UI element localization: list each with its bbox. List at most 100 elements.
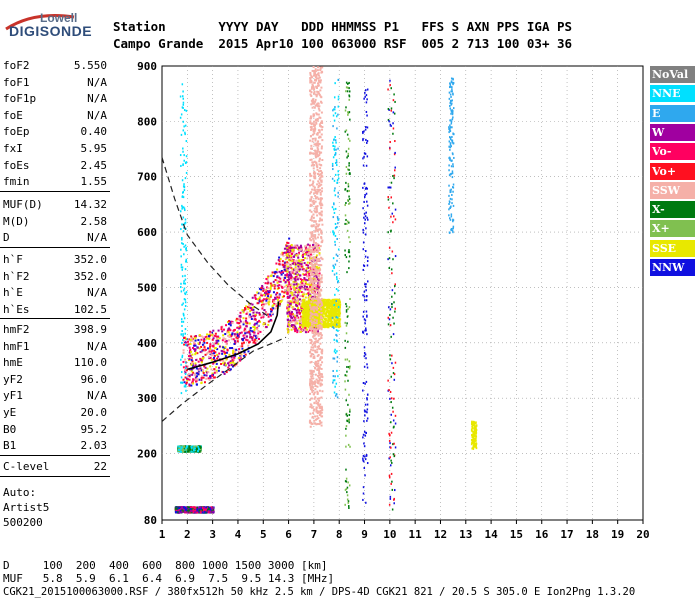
trace-point (223, 328, 226, 331)
trace-point (228, 364, 231, 367)
trace-point (207, 377, 210, 380)
trace-point (274, 307, 277, 310)
trace-point (196, 506, 199, 509)
trace-point (313, 295, 316, 298)
trace-point (330, 317, 333, 320)
trace-point (245, 312, 248, 315)
trace-point (239, 320, 242, 323)
trace-point (317, 244, 320, 247)
trace-point (190, 384, 193, 387)
trace-point (312, 303, 315, 306)
trace-cluster-3 (177, 445, 202, 453)
trace-point (337, 375, 339, 378)
param-label: yE (3, 406, 17, 419)
trace-point (270, 319, 273, 322)
param-value: N/A (87, 75, 107, 89)
trace-point (314, 300, 317, 303)
trace-point (247, 307, 250, 310)
trace-point (242, 321, 245, 324)
trace-point (190, 508, 193, 511)
trace-point (239, 314, 242, 317)
trace-point (286, 327, 289, 330)
trace-point (323, 303, 326, 306)
trace-point (294, 296, 297, 299)
trace-point (298, 251, 301, 254)
trace-point (223, 353, 226, 356)
trace-point (183, 508, 186, 511)
trace-point (288, 311, 291, 314)
trace-point (260, 294, 263, 297)
trace-point (334, 316, 337, 319)
trace-point (189, 448, 192, 451)
trace-point (336, 360, 338, 363)
trace-point (214, 347, 217, 350)
trace-point (335, 141, 337, 144)
trace-point (296, 311, 299, 314)
trace-point (290, 324, 293, 327)
trace-point (300, 328, 303, 331)
trace-point (202, 356, 205, 359)
trace-point (182, 191, 184, 194)
trace-point (201, 357, 204, 360)
trace-point (259, 330, 262, 333)
trace-point (335, 300, 338, 303)
trace-point (288, 283, 291, 286)
trace-point (304, 296, 307, 299)
trace-point (234, 354, 237, 357)
trace-point (271, 271, 274, 274)
trace-point (300, 259, 303, 262)
trace-point (297, 316, 300, 319)
trace-point (292, 308, 295, 311)
trace-point (220, 326, 223, 329)
trace-point (206, 333, 209, 336)
trace-point (334, 222, 337, 225)
trace-point (184, 282, 186, 285)
trace-point (306, 283, 309, 286)
trace-point (251, 303, 254, 306)
trace-point (308, 276, 311, 279)
trace-point (189, 349, 192, 352)
trace-point (328, 301, 331, 304)
trace-point (184, 376, 187, 379)
trace-point (289, 273, 292, 276)
trace-point (184, 268, 187, 271)
trace-point (183, 245, 185, 248)
param-row-b0: B0 95.2 (3, 423, 107, 437)
trace-point (206, 351, 209, 354)
trace-point (282, 263, 285, 266)
trace-point (308, 307, 311, 310)
trace-point (230, 364, 233, 367)
trace-point (233, 342, 236, 345)
trace-point (197, 448, 200, 451)
trace-point (244, 353, 247, 356)
trace-point (183, 253, 185, 256)
trace-point (266, 313, 269, 316)
trace-point (238, 322, 241, 325)
trace-point (297, 253, 300, 256)
trace-point (333, 148, 336, 151)
trace-point (256, 291, 259, 294)
trace-point (185, 258, 187, 261)
trace-point (278, 260, 281, 263)
trace-point (222, 348, 225, 351)
trace-point (300, 250, 303, 253)
y-tick-label: 400 (137, 337, 157, 350)
trace-point (245, 331, 248, 334)
trace-point (208, 350, 211, 353)
trace-point (329, 310, 332, 313)
trace-point (337, 195, 339, 198)
trace-point (306, 275, 309, 278)
trace-point (211, 349, 214, 352)
trace-point (200, 345, 203, 348)
trace-point (307, 283, 310, 286)
trace-point (258, 313, 261, 316)
trace-point (299, 283, 302, 286)
trace-point (298, 319, 301, 322)
trace-point (295, 327, 298, 330)
trace-point (182, 147, 184, 150)
param-label: yF1 (3, 389, 23, 403)
trace-point (197, 446, 200, 449)
trace-point (180, 255, 182, 258)
trace-point (308, 291, 311, 294)
trace-point (245, 322, 248, 325)
